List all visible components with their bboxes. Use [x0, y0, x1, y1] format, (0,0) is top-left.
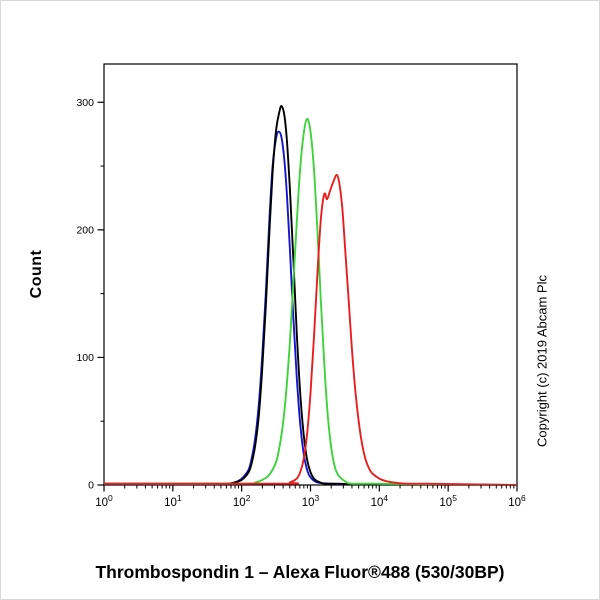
x-tick-label: 100	[95, 493, 113, 509]
x-minor-ticks	[124, 485, 515, 489]
x-tick-label: 106	[508, 493, 526, 509]
y-minor-ticks	[100, 165, 104, 422]
black-curve	[104, 105, 517, 485]
y-tick-label: 0	[88, 480, 94, 492]
x-tick-label: 101	[164, 493, 182, 509]
green-curve	[104, 117, 517, 485]
copyright-text: Copyright (c) 2019 Abcam Plc	[534, 275, 550, 447]
y-axis-ticks: 0 100 200 300	[76, 97, 104, 492]
x-tick-label: 104	[371, 493, 389, 509]
y-tick-label: 100	[76, 352, 94, 364]
x-tick-label: 103	[302, 493, 320, 509]
y-tick-label: 300	[76, 97, 94, 109]
blue-curve	[104, 130, 353, 485]
red-curve	[104, 174, 517, 485]
y-axis-label: Count	[28, 249, 45, 299]
x-tick-label: 102	[233, 493, 251, 509]
chart-title: Thrombospondin 1 – Alexa Fluor®488 (530/…	[95, 562, 505, 582]
x-tick-label: 105	[439, 493, 457, 509]
x-axis-ticks: 100 101 102 103 104 105 106	[95, 485, 526, 509]
y-tick-label: 200	[76, 224, 94, 236]
